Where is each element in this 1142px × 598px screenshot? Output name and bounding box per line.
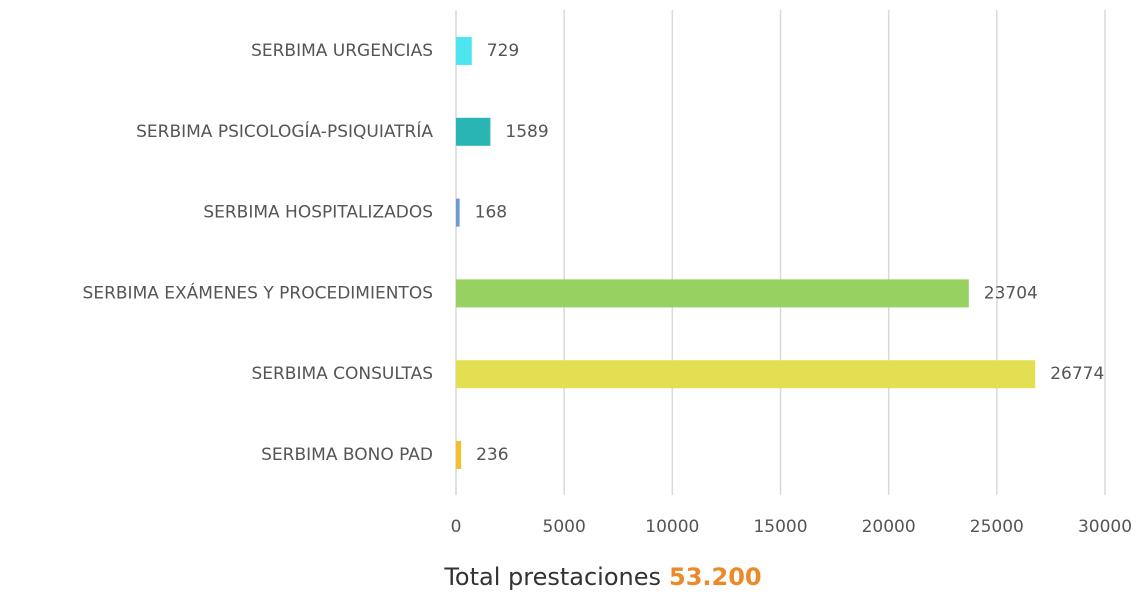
x-tick-label: 20000 [862,517,916,537]
value-label: 236 [476,445,508,465]
total: Total prestaciones 53.200 [443,563,761,591]
value-label: 23704 [984,283,1038,303]
bar [456,198,460,227]
x-tick-label: 0 [451,517,462,537]
total-text: Total prestaciones [443,563,661,591]
y-tick-label: SERBIMA PSICOLOGÍA-PSIQUIATRÍA [136,120,433,142]
x-tick-label: 15000 [753,517,807,537]
y-tick-label: SERBIMA HOSPITALIZADOS [203,203,433,223]
x-tick-label: 10000 [645,517,699,537]
y-tick-label: SERBIMA BONO PAD [261,445,433,465]
x-tick-label: 5000 [543,517,586,537]
y-tick-label: SERBIMA CONSULTAS [251,364,433,384]
bar [456,37,472,65]
value-label: 168 [475,203,507,223]
bar [456,117,491,146]
bar [456,279,969,308]
y-tick-label: SERBIMA EXÁMENES Y PROCEDIMIENTOS [83,281,433,303]
x-tick-label: 25000 [970,517,1024,537]
value-label: 26774 [1050,364,1104,384]
value-label: 729 [487,41,519,61]
x-tick-label: 30000 [1078,517,1132,537]
total-value: 53.200 [669,563,762,591]
value-label: 1589 [505,122,548,142]
y-tick-label: SERBIMA URGENCIAS [251,41,433,61]
bar [456,441,462,469]
bar [456,360,1036,389]
